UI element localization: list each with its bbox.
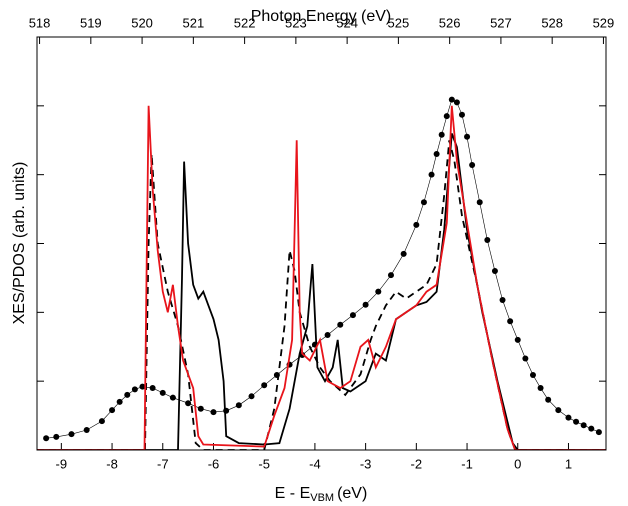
x-tick-label: -4 (309, 456, 321, 471)
data-point (588, 425, 595, 432)
data-point (197, 405, 204, 412)
data-point (484, 237, 491, 244)
data-point (235, 402, 242, 409)
data-point (529, 371, 536, 378)
data-point (545, 396, 552, 403)
data-point (464, 133, 471, 140)
x2-tick-label: 528 (541, 15, 563, 30)
x2-tick-label: 520 (131, 15, 153, 30)
data-point (299, 352, 306, 359)
data-point (43, 435, 50, 442)
data-point (491, 268, 498, 275)
data-point (448, 96, 455, 103)
x-tick-label: -1 (461, 456, 473, 471)
data-point (337, 321, 344, 328)
data-point (375, 288, 382, 295)
data-point (53, 433, 60, 440)
x-axis-label-main: E - E (275, 485, 311, 502)
x2-tick-label: 529 (593, 15, 615, 30)
x-tick-label: -3 (360, 456, 372, 471)
data-point (98, 418, 105, 425)
data-point (499, 296, 506, 303)
plot-frame (36, 36, 607, 451)
x2-tick-label: 518 (29, 15, 51, 30)
data-point (565, 414, 572, 421)
data-point (116, 398, 123, 405)
x-tick-label: -2 (411, 456, 423, 471)
x-axis-label: E - EVBM (eV) (275, 485, 368, 504)
data-point (580, 422, 587, 429)
data-point (458, 111, 465, 118)
x-tick-label: -9 (56, 456, 68, 471)
series-line (37, 133, 606, 450)
x2-tick-label: 524 (336, 15, 358, 30)
x2-tick-label: 525 (388, 15, 410, 30)
data-point (261, 382, 268, 389)
data-point (438, 131, 445, 138)
data-point (507, 318, 514, 325)
x2-tick-label: 526 (439, 15, 461, 30)
data-point (139, 383, 146, 390)
data-point (476, 199, 483, 206)
data-point (124, 391, 131, 398)
x2-tick-label: 527 (490, 15, 512, 30)
x-tick-label: 1 (565, 456, 572, 471)
data-point (595, 429, 602, 436)
data-point (537, 385, 544, 392)
data-point (349, 312, 356, 319)
data-point (400, 250, 407, 257)
series-line (46, 99, 600, 439)
data-point (185, 400, 192, 407)
data-point (420, 199, 427, 206)
x-tick-label: -5 (258, 456, 270, 471)
x2-tick-label: 523 (285, 15, 307, 30)
data-point (159, 389, 166, 396)
data-point (469, 162, 476, 169)
x-tick-label: -7 (157, 456, 169, 471)
data-point (149, 385, 156, 392)
data-point (413, 221, 420, 228)
data-point (555, 407, 562, 414)
data-point (210, 409, 217, 416)
data-point (514, 336, 521, 343)
data-point (573, 418, 580, 425)
data-point (387, 272, 394, 279)
data-point (428, 171, 435, 178)
data-point (324, 332, 331, 339)
data-point (522, 355, 529, 362)
x-tick-label: 0 (514, 456, 521, 471)
x-tick-label: -8 (106, 456, 118, 471)
x2-tick-label: 522 (234, 15, 256, 30)
series-line (37, 140, 606, 450)
x2-tick-label: 521 (182, 15, 204, 30)
data-point (109, 407, 116, 414)
data-point (453, 99, 460, 106)
x-tick-label: -6 (208, 456, 220, 471)
data-point (68, 431, 75, 438)
data-point (443, 113, 450, 120)
x-axis-label-sub: VBM (310, 492, 334, 504)
y-axis-label: XES/PDOS (arb. units) (11, 162, 28, 325)
data-point (169, 394, 176, 401)
x2-axis-label: Photon Energy (eV) (251, 8, 392, 25)
x-axis-label-unit: (eV) (337, 485, 367, 502)
data-point (362, 301, 369, 308)
data-point (83, 427, 90, 434)
data-point (248, 393, 255, 400)
data-point (433, 151, 440, 158)
x2-tick-label: 519 (80, 15, 102, 30)
series-line (37, 105, 606, 450)
data-point (131, 386, 138, 393)
